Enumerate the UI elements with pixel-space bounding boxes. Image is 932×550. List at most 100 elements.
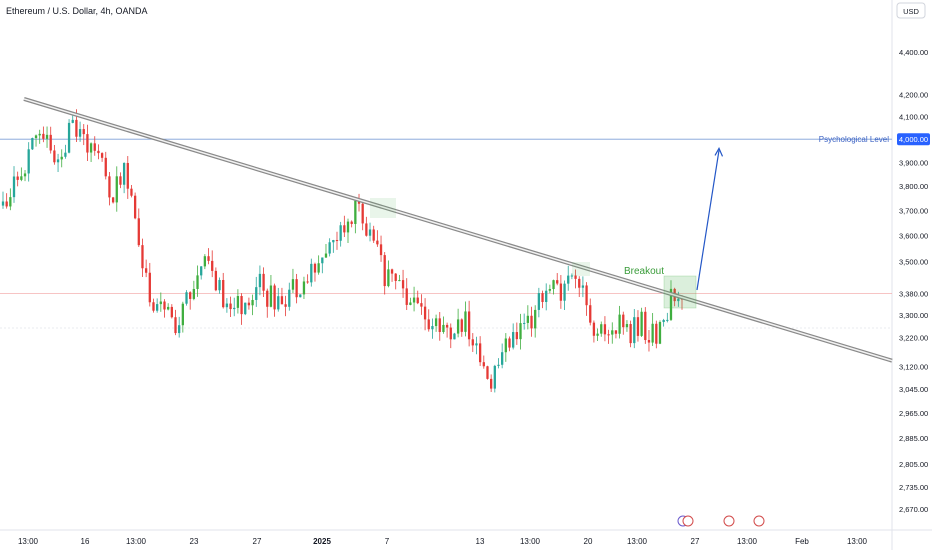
candle-body <box>335 240 339 242</box>
candle-body <box>449 327 452 340</box>
candle-body <box>284 304 287 307</box>
candle-body <box>504 338 507 353</box>
candle-body <box>552 280 555 290</box>
candle-body <box>23 173 27 177</box>
candle-body <box>383 255 386 287</box>
candle-body <box>236 296 240 308</box>
candle-body <box>512 332 515 348</box>
candle-body <box>89 143 93 153</box>
candle-body <box>622 314 625 328</box>
candle-body <box>240 296 243 315</box>
candle-body <box>258 273 262 288</box>
candle-body <box>299 294 302 298</box>
candle-body <box>108 176 111 198</box>
candle-body <box>122 162 126 185</box>
price-tick-label: 3,300.00 <box>899 311 928 320</box>
candle-body <box>291 279 295 290</box>
candle-body <box>614 330 618 334</box>
candle-body <box>427 319 430 330</box>
candle-body <box>666 319 669 321</box>
candle-body <box>295 279 298 298</box>
candle-body <box>460 319 463 332</box>
candle-body <box>82 129 85 135</box>
time-tick-label: 13:00 <box>18 537 39 546</box>
time-tick-label: 20 <box>584 537 593 546</box>
candle-body <box>189 292 192 299</box>
candle-body <box>42 133 45 139</box>
candle-body <box>34 135 38 139</box>
time-tick-label: 13:00 <box>126 537 147 546</box>
candle-body <box>669 288 673 320</box>
price-tick-label: 3,700.00 <box>899 207 928 216</box>
candle-body <box>658 322 662 344</box>
candle-body <box>530 315 533 329</box>
candle-body <box>611 330 614 335</box>
breakout-label: Breakout <box>624 266 664 277</box>
candle-body <box>592 322 596 336</box>
candle-body <box>269 285 273 307</box>
candle-body <box>9 197 12 207</box>
candle-body <box>581 285 585 288</box>
candle-body <box>478 343 482 363</box>
price-tick-label: 2,735.00 <box>899 483 928 492</box>
price-axis[interactable]: 4,400.00 4,200.00 4,100.00 3,900.00 3,800.00… <box>899 48 928 514</box>
currency-button[interactable] <box>896 2 926 19</box>
candle-body <box>467 311 471 340</box>
candle-body <box>174 317 177 334</box>
candle-body <box>38 133 41 136</box>
candle-body <box>339 225 342 241</box>
candle-body <box>332 240 335 243</box>
candle-body <box>548 289 552 291</box>
candle-body <box>559 283 563 301</box>
breakout-zone[interactable] <box>663 275 697 309</box>
candle-body <box>78 129 82 137</box>
candle-body <box>71 119 74 123</box>
candle-body <box>387 269 390 287</box>
candle-body <box>475 343 478 346</box>
candle-body <box>545 290 548 303</box>
time-axis[interactable]: 13:00 16 13:00 23 27 2025 7 13 13:00 20 13:00 27 13:… <box>18 537 868 546</box>
candle-body <box>141 245 144 269</box>
candle-body <box>398 280 401 282</box>
time-tick-label: Feb <box>795 537 809 546</box>
candle-body <box>647 340 651 343</box>
candle-body <box>211 260 214 271</box>
candle-body <box>405 288 408 305</box>
event-flag-icon[interactable] <box>723 515 735 527</box>
candle-body <box>365 223 368 236</box>
candle-body <box>288 289 291 307</box>
candle-body <box>5 201 8 207</box>
candle-body <box>251 299 254 306</box>
candle-body <box>442 324 445 332</box>
candle-body <box>97 150 100 154</box>
candle-body <box>266 290 269 307</box>
candle-body <box>629 324 632 344</box>
candle-body <box>60 156 63 160</box>
event-flag-icon[interactable] <box>682 515 694 527</box>
time-tick-label: 16 <box>81 537 90 546</box>
candle-body <box>93 143 96 151</box>
economic-events[interactable] <box>677 515 765 527</box>
candle-body <box>328 242 331 254</box>
projection-arrow[interactable] <box>696 150 720 291</box>
candle-body <box>1 201 5 206</box>
candle-body <box>376 240 379 245</box>
candle-body <box>111 197 115 203</box>
candle-body <box>313 263 317 273</box>
candle-body <box>280 296 284 305</box>
candle-body <box>431 326 434 330</box>
candle-body <box>100 153 104 158</box>
candle-body <box>170 306 173 318</box>
candle-body <box>244 302 247 315</box>
psychological-level-label: Psychological Level <box>819 135 889 144</box>
candle-body <box>600 324 603 334</box>
candle-body <box>589 305 592 323</box>
candle-body <box>12 176 16 198</box>
candle-body <box>178 325 181 334</box>
candle-body <box>262 273 265 291</box>
candle-body <box>302 281 306 295</box>
event-flag-icon[interactable] <box>753 515 765 527</box>
time-tick-label: 13:00 <box>847 537 868 546</box>
time-tick-label: 27 <box>691 537 700 546</box>
